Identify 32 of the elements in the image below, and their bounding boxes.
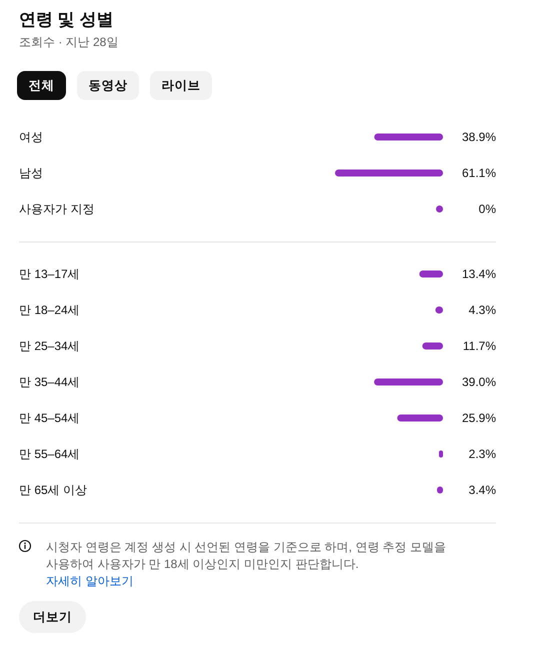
text: 자세히 알아보기: [46, 574, 134, 588]
data-label: 61.1%: [462, 166, 496, 180]
data-label: 2.3%: [468, 447, 496, 461]
data-label: 39.0%: [462, 375, 496, 389]
data-label: 3.4%: [468, 483, 496, 497]
tab-button: 동영상: [77, 71, 139, 100]
y-tick-label: 만 35–44세: [19, 375, 80, 389]
tab-button: 전체: [17, 71, 66, 100]
button: 더보기: [19, 601, 86, 633]
y-tick-label: 만 25–34세: [19, 339, 80, 353]
y-tick-label: 만 65세 이상: [19, 483, 88, 497]
y-tick-label: 여성: [19, 130, 43, 144]
data-label: 11.7%: [462, 339, 496, 353]
text: 시청자 연령은 계정 생성 시 선언된 연령을 기준으로 하며, 연령 추정 모델을 사용하여 사용자가 만 18세 이상인지 미만인지 판단합니다.: [46, 540, 450, 571]
bar: [397, 414, 443, 422]
bar: [422, 342, 443, 350]
data-label: 4.3%: [468, 303, 496, 317]
data-label: 38.9%: [462, 130, 496, 144]
y-tick-label: 사용자가 지정: [19, 202, 94, 216]
text: 연령 및 성별: [19, 10, 114, 29]
y-tick-label: 만 18–24세: [19, 303, 80, 317]
data-label: 13.4%: [462, 267, 496, 281]
data-label: 25.9%: [462, 411, 496, 425]
bar: [419, 270, 443, 278]
data-label: 0%: [478, 202, 496, 216]
y-tick-label: 만 13–17세: [19, 267, 80, 281]
tab-button: 라이브: [150, 71, 212, 100]
text: 조회수 · 지난 28일: [19, 35, 118, 49]
y-tick-label: 만 45–54세: [19, 411, 80, 425]
y-tick-label: 남성: [19, 166, 43, 180]
y-tick-label: 만 55–64세: [19, 447, 80, 461]
bar: [374, 378, 443, 386]
